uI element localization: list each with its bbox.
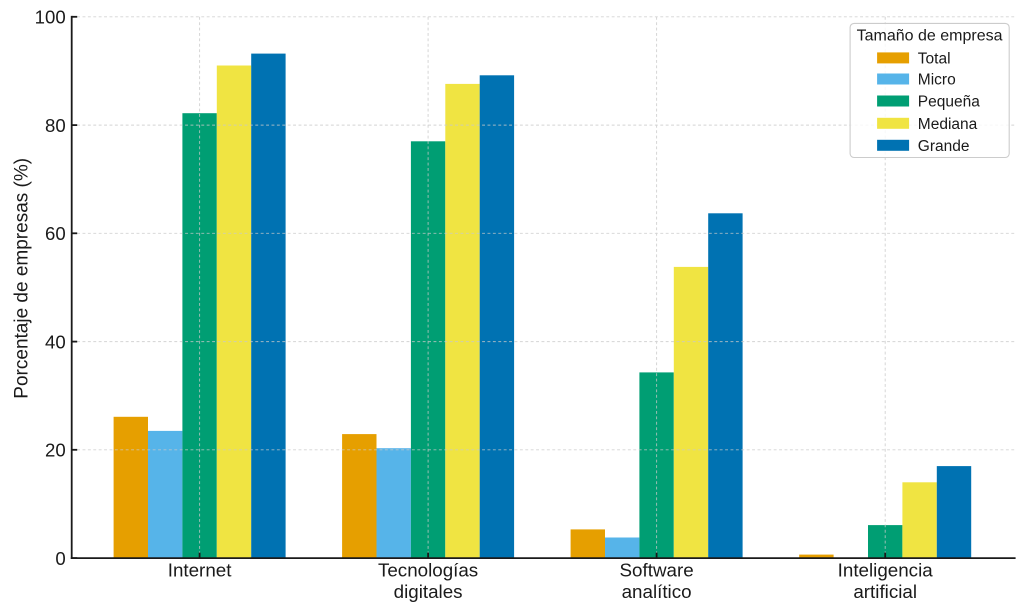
svg-text:0: 0 <box>55 548 65 569</box>
svg-text:Inteligencia: Inteligencia <box>838 560 934 581</box>
svg-text:digitales: digitales <box>394 581 463 602</box>
svg-text:60: 60 <box>45 223 66 244</box>
svg-text:20: 20 <box>45 440 66 461</box>
svg-text:Software: Software <box>620 560 694 581</box>
svg-text:80: 80 <box>45 115 66 136</box>
svg-text:artificial: artificial <box>853 581 917 602</box>
svg-text:Tecnologías: Tecnologías <box>378 560 478 581</box>
svg-text:Grande: Grande <box>918 138 970 155</box>
svg-text:100: 100 <box>35 7 66 28</box>
svg-text:Internet: Internet <box>168 560 232 581</box>
svg-text:analítico: analítico <box>622 581 692 602</box>
svg-text:Micro: Micro <box>918 72 956 89</box>
svg-text:Pequeña: Pequeña <box>918 94 980 111</box>
svg-text:Mediana: Mediana <box>918 116 978 133</box>
svg-text:Porcentaje de empresas (%): Porcentaje de empresas (%) <box>11 158 32 399</box>
svg-text:40: 40 <box>45 331 66 352</box>
svg-text:Tamaño de empresa: Tamaño de empresa <box>857 28 1003 45</box>
svg-text:Total: Total <box>918 50 951 67</box>
